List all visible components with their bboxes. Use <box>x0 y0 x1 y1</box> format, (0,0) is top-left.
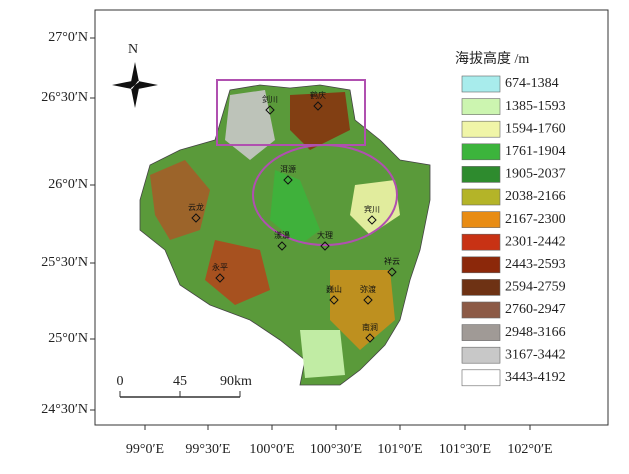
lat-label: 24°30′N <box>41 402 88 417</box>
place-name: 宾川 <box>364 204 380 214</box>
legend-label: 1594-1760 <box>505 121 566 136</box>
place-name: 云龙 <box>188 202 204 212</box>
lat-label: 25°0′N <box>48 331 88 346</box>
legend-swatch <box>462 144 500 160</box>
legend-label: 2443-2593 <box>505 257 566 272</box>
lat-label: 26°0′N <box>48 177 88 192</box>
legend-swatch <box>462 257 500 273</box>
legend-title: 海拔高度 /m <box>455 50 529 67</box>
legend-swatch <box>462 99 500 115</box>
terrain-patch <box>300 330 345 378</box>
legend-label: 3443-4192 <box>505 370 566 385</box>
page: {"map": { "north": "N", "lat_labels": ["… <box>0 0 629 474</box>
legend-label: 1905-2037 <box>505 167 566 182</box>
legend-label: 2038-2166 <box>505 189 566 204</box>
legend-label: 2167-2300 <box>505 212 566 227</box>
legend-label: 2301-2442 <box>505 234 566 249</box>
legend-label: 2760-2947 <box>505 302 566 317</box>
scale-label: 90km <box>220 374 252 389</box>
lat-label: 25°30′N <box>41 255 88 270</box>
place-name: 南涧 <box>362 322 378 332</box>
legend-label: 2594-2759 <box>505 280 566 295</box>
place-name: 弥渡 <box>360 284 376 294</box>
legend-label: 1385-1593 <box>505 99 566 114</box>
legend-swatch <box>462 302 500 318</box>
lon-label: 101°0′E <box>377 442 422 457</box>
lon-label: 102°0′E <box>507 442 552 457</box>
lon-label: 100°0′E <box>249 442 294 457</box>
legend-swatch <box>462 76 500 92</box>
legend-swatch <box>462 370 500 386</box>
north-label: N <box>128 42 138 57</box>
legend-swatch <box>462 234 500 250</box>
legend-swatch <box>462 279 500 295</box>
lon-label: 99°30′E <box>185 442 230 457</box>
map-figure: N 海拔高度 /m 27°0′N 26°30′N 26°0′N 25°30′N 25°0… <box>0 0 629 469</box>
legend-swatch <box>462 121 500 137</box>
place-name: 洱源 <box>280 165 296 174</box>
lon-label: 101°30′E <box>439 442 491 457</box>
scale-label: 0 <box>117 374 124 389</box>
legend-label: 2948-3166 <box>505 325 566 340</box>
place-name: 大理 <box>317 230 333 240</box>
legend-label: 1761-1904 <box>505 144 566 159</box>
place-name: 鹤庆 <box>310 90 326 100</box>
legend-swatch <box>462 189 500 205</box>
place-name: 剑川 <box>262 94 278 104</box>
place-name: 漾濞 <box>274 230 290 240</box>
legend-label: 3167-3442 <box>505 347 566 362</box>
legend-label: 674-1384 <box>505 76 559 91</box>
lon-label: 99°0′E <box>126 442 164 457</box>
legend-swatch <box>462 166 500 182</box>
legend-swatch <box>462 212 500 228</box>
scale-label: 45 <box>173 374 187 389</box>
lon-label: 100°30′E <box>310 442 362 457</box>
lat-label: 26°30′N <box>41 90 88 105</box>
legend-swatch <box>462 325 500 341</box>
legend-swatch <box>462 347 500 363</box>
place-name: 永平 <box>212 262 228 272</box>
lat-label: 27°0′N <box>48 30 88 45</box>
place-name: 祥云 <box>384 256 400 266</box>
place-name: 巍山 <box>326 284 342 294</box>
